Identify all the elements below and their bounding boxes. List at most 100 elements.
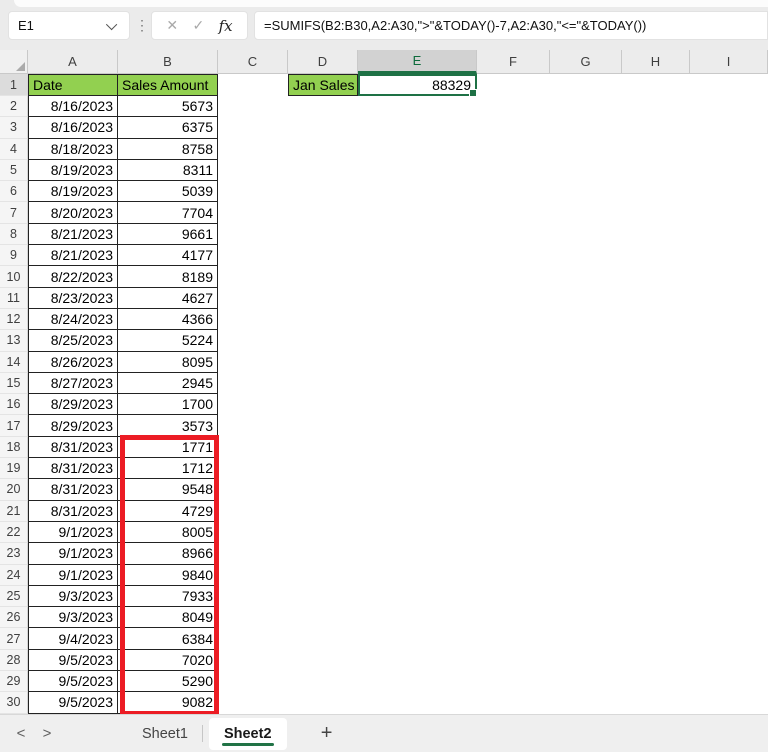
row-header-2[interactable]: 2 [0, 96, 28, 118]
amount-cell-b23[interactable]: 8966 [118, 543, 218, 565]
cell-b1-sales-header[interactable]: Sales Amount [118, 74, 218, 96]
row-header-29[interactable]: 29 [0, 671, 28, 693]
row-header-18[interactable]: 18 [0, 436, 28, 459]
amount-cell-b9[interactable]: 4177 [118, 245, 218, 267]
date-cell-a3[interactable]: 8/16/2023 [28, 117, 118, 139]
formula-bar[interactable]: =SUMIFS(B2:B30,A2:A30,">"&TODAY()-7,A2:A… [254, 11, 768, 40]
amount-cell-b29[interactable]: 5290 [118, 671, 218, 693]
amount-cell-b3[interactable]: 6375 [118, 117, 218, 139]
column-header-e[interactable]: E [358, 50, 477, 74]
fill-handle[interactable] [469, 89, 477, 97]
date-cell-a16[interactable]: 8/29/2023 [28, 394, 118, 416]
date-cell-a22[interactable]: 9/1/2023 [28, 521, 118, 544]
date-cell-a24[interactable]: 9/1/2023 [28, 564, 118, 586]
date-cell-a28[interactable]: 9/5/2023 [28, 649, 118, 672]
tab-sheet1[interactable]: Sheet1 [142, 725, 188, 742]
selected-cell-e1[interactable]: 88329 [358, 74, 477, 97]
row-header-13[interactable]: 13 [0, 330, 28, 352]
column-header-i[interactable]: I [690, 50, 768, 74]
amount-cell-b26[interactable]: 8049 [118, 607, 218, 629]
row-header-14[interactable]: 14 [0, 351, 28, 373]
amount-cell-b30[interactable]: 9082 [118, 692, 218, 714]
column-header-h[interactable]: H [622, 50, 690, 74]
amount-cell-b2[interactable]: 5673 [118, 96, 218, 118]
amount-cell-b20[interactable]: 9548 [118, 479, 218, 501]
row-header-28[interactable]: 28 [0, 649, 28, 672]
row-header-7[interactable]: 7 [0, 202, 28, 224]
insert-function-icon[interactable]: fx [218, 16, 233, 35]
date-cell-a2[interactable]: 8/16/2023 [28, 96, 118, 118]
row-filler[interactable] [218, 692, 768, 714]
row-header-1[interactable]: 1 [0, 74, 28, 96]
amount-cell-b5[interactable]: 8311 [118, 159, 218, 182]
row-header-24[interactable]: 24 [0, 564, 28, 586]
date-cell-a21[interactable]: 8/31/2023 [28, 500, 118, 522]
row-filler[interactable] [218, 671, 768, 693]
row-header-8[interactable]: 8 [0, 223, 28, 246]
column-header-c[interactable]: C [218, 50, 288, 74]
row-filler[interactable] [218, 521, 768, 544]
amount-cell-b12[interactable]: 4366 [118, 308, 218, 331]
next-sheet-icon[interactable]: > [42, 725, 52, 742]
date-cell-a18[interactable]: 8/31/2023 [28, 436, 118, 459]
amount-cell-b16[interactable]: 1700 [118, 394, 218, 416]
date-cell-a9[interactable]: 8/21/2023 [28, 245, 118, 267]
column-header-a[interactable]: A [28, 50, 118, 74]
amount-cell-b14[interactable]: 8095 [118, 351, 218, 373]
amount-cell-b17[interactable]: 3573 [118, 415, 218, 437]
amount-cell-b15[interactable]: 2945 [118, 372, 218, 395]
amount-cell-b28[interactable]: 7020 [118, 649, 218, 672]
row-filler[interactable] [218, 607, 768, 629]
tab-sheet2-active[interactable]: Sheet2 [208, 717, 287, 750]
date-cell-a12[interactable]: 8/24/2023 [28, 308, 118, 331]
amount-cell-b19[interactable]: 1712 [118, 458, 218, 480]
row-filler[interactable] [218, 585, 768, 608]
date-cell-a20[interactable]: 8/31/2023 [28, 479, 118, 501]
date-cell-a14[interactable]: 8/26/2023 [28, 351, 118, 373]
row-header-5[interactable]: 5 [0, 159, 28, 182]
row-filler[interactable] [218, 181, 768, 203]
row-filler[interactable] [218, 436, 768, 459]
row-filler[interactable] [218, 159, 768, 182]
name-box[interactable]: E1 [8, 11, 130, 40]
row-filler[interactable] [218, 649, 768, 672]
amount-cell-b22[interactable]: 8005 [118, 521, 218, 544]
amount-cell-b25[interactable]: 7933 [118, 585, 218, 608]
row-header-19[interactable]: 19 [0, 458, 28, 480]
row-filler[interactable] [218, 287, 768, 309]
row-filler[interactable] [218, 330, 768, 352]
amount-cell-b8[interactable]: 9661 [118, 223, 218, 246]
date-cell-a19[interactable]: 8/31/2023 [28, 458, 118, 480]
date-cell-a26[interactable]: 9/3/2023 [28, 607, 118, 629]
date-cell-a10[interactable]: 8/22/2023 [28, 266, 118, 288]
amount-cell-b18[interactable]: 1771 [118, 436, 218, 459]
row-filler[interactable] [218, 415, 768, 437]
row-filler[interactable] [218, 372, 768, 395]
row-header-27[interactable]: 27 [0, 628, 28, 650]
row-filler[interactable] [218, 245, 768, 267]
column-header-b[interactable]: B [118, 50, 218, 74]
column-header-d[interactable]: D [288, 50, 358, 74]
chevron-down-icon[interactable] [105, 18, 118, 30]
row-header-9[interactable]: 9 [0, 245, 28, 267]
date-cell-a5[interactable]: 8/19/2023 [28, 159, 118, 182]
add-sheet-icon[interactable]: + [320, 722, 333, 744]
row-filler[interactable] [218, 202, 768, 224]
date-cell-a15[interactable]: 8/27/2023 [28, 372, 118, 395]
row-header-3[interactable]: 3 [0, 117, 28, 139]
row-filler[interactable] [218, 458, 768, 480]
date-cell-a4[interactable]: 8/18/2023 [28, 138, 118, 160]
row-filler[interactable] [218, 564, 768, 586]
row-filler[interactable] [218, 117, 768, 139]
row-header-17[interactable]: 17 [0, 415, 28, 437]
amount-cell-b13[interactable]: 5224 [118, 330, 218, 352]
row-filler[interactable] [218, 96, 768, 118]
cancel-icon[interactable]: ✕ [166, 17, 179, 33]
row-header-11[interactable]: 11 [0, 287, 28, 309]
amount-cell-b11[interactable]: 4627 [118, 287, 218, 309]
row-filler[interactable] [218, 308, 768, 331]
amount-cell-b7[interactable]: 7704 [118, 202, 218, 224]
enter-icon[interactable]: ✓ [192, 17, 205, 33]
column-header-f[interactable]: F [477, 50, 550, 74]
date-cell-a27[interactable]: 9/4/2023 [28, 628, 118, 650]
